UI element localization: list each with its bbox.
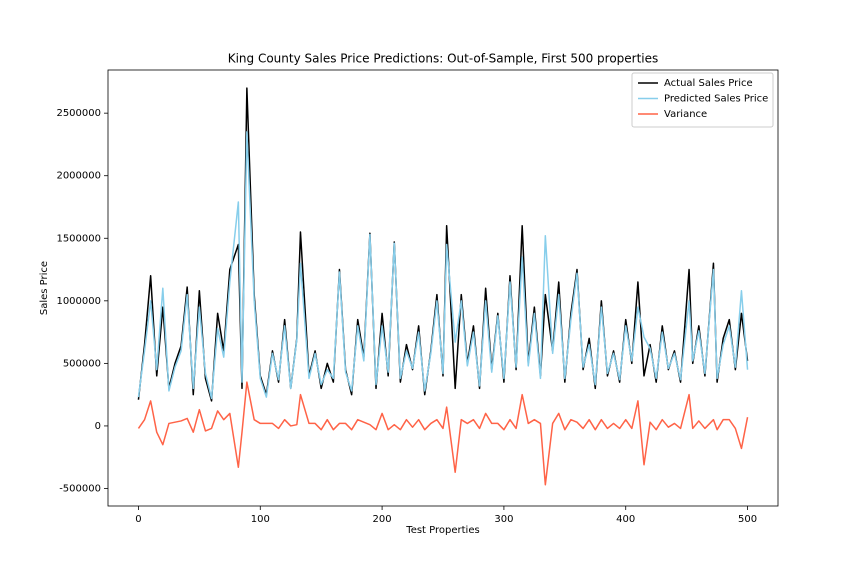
y-tick-label: 1000000 <box>56 296 101 307</box>
series-line <box>137 131 749 400</box>
y-tick-label: 2000000 <box>56 171 101 182</box>
x-tick-label: 100 <box>251 514 270 525</box>
x-tick-label: 400 <box>616 514 635 525</box>
series-line <box>137 381 749 486</box>
legend-label: Actual Sales Price <box>664 78 753 89</box>
y-tick-label: 2500000 <box>56 108 101 119</box>
y-tick-label: 500000 <box>63 358 101 369</box>
legend-label: Variance <box>664 109 707 120</box>
legend-label: Predicted Sales Price <box>664 94 768 105</box>
x-axis-label: Test Properties <box>405 525 479 536</box>
y-axis-label: Sales Price <box>39 261 50 315</box>
x-tick-label: 0 <box>135 514 141 525</box>
legend-box <box>631 72 774 128</box>
plot-frame <box>107 69 779 507</box>
y-tick-label: 1500000 <box>56 233 101 244</box>
x-tick-label: 500 <box>738 514 757 525</box>
chart-title: King County Sales Price Predictions: Out… <box>228 52 659 66</box>
y-tick-label: -500000 <box>59 483 101 494</box>
x-tick-label: 200 <box>373 514 392 525</box>
x-tick-label: 300 <box>494 514 513 525</box>
y-tick-label: 0 <box>95 421 101 432</box>
